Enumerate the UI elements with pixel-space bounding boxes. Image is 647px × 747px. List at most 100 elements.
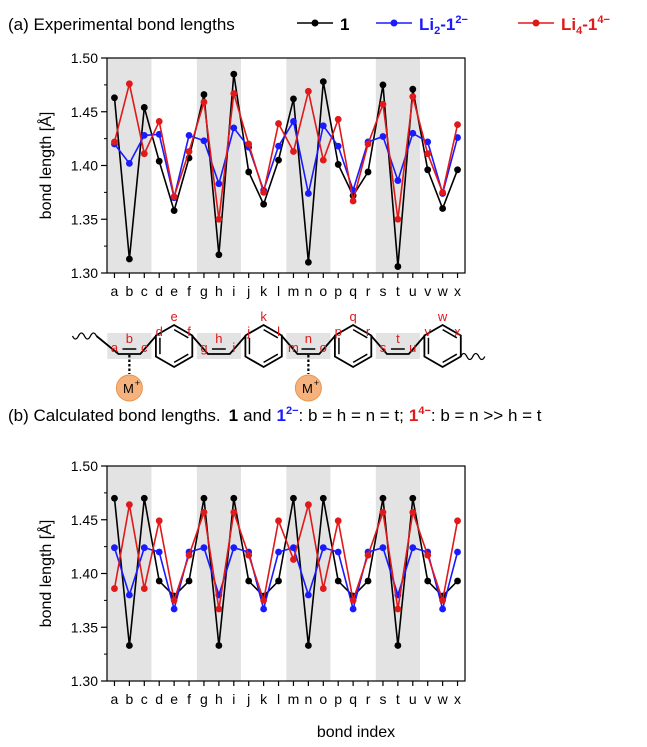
x-tick-label: x bbox=[454, 691, 461, 707]
data-point bbox=[290, 118, 297, 125]
benzene-ring bbox=[423, 323, 462, 369]
data-point bbox=[155, 118, 163, 125]
data-point bbox=[111, 585, 118, 592]
y-tick-label: 1.40 bbox=[71, 158, 98, 174]
data-point bbox=[125, 591, 133, 599]
ring-double-bond bbox=[352, 353, 368, 364]
bond-label-e: e bbox=[171, 309, 178, 324]
data-point bbox=[125, 642, 133, 649]
wavy-bond-end bbox=[460, 352, 486, 361]
x-tick-label: u bbox=[409, 691, 417, 707]
data-point bbox=[304, 190, 312, 197]
data-point bbox=[185, 551, 193, 559]
data-point bbox=[170, 193, 178, 201]
data-point bbox=[200, 508, 208, 516]
vinylene-chain bbox=[191, 335, 247, 355]
data-point bbox=[304, 501, 312, 509]
x-tick-label: v bbox=[424, 691, 431, 707]
x-tick-label: r bbox=[366, 691, 371, 707]
data-point bbox=[185, 132, 193, 139]
ring-double-bond bbox=[173, 353, 189, 364]
data-point bbox=[334, 115, 342, 123]
data-point bbox=[245, 577, 253, 585]
data-point bbox=[200, 137, 208, 145]
x-tick-label: i bbox=[232, 691, 235, 707]
y-tick-label: 1.30 bbox=[71, 673, 98, 689]
data-point bbox=[304, 642, 312, 649]
legend-item-1: 1 bbox=[297, 15, 349, 34]
data-point bbox=[290, 95, 297, 103]
data-point bbox=[334, 142, 342, 150]
data-point bbox=[454, 577, 461, 585]
data-point bbox=[319, 78, 327, 86]
data-point bbox=[125, 501, 133, 509]
data-point bbox=[290, 494, 297, 502]
x-tick-label: d bbox=[155, 283, 163, 299]
data-point bbox=[215, 215, 223, 223]
bond-label-q: q bbox=[350, 309, 357, 324]
panel-a-title: (a) Experimental bond lengths bbox=[8, 15, 235, 34]
legend-label-li4: Li4-14− bbox=[561, 14, 610, 37]
data-point bbox=[260, 200, 268, 208]
x-tick-label: m bbox=[288, 283, 300, 299]
cation-label: M bbox=[123, 381, 134, 396]
data-point bbox=[200, 98, 208, 106]
data-point bbox=[275, 142, 282, 150]
data-point bbox=[245, 168, 253, 176]
data-point bbox=[319, 122, 327, 130]
data-point bbox=[275, 156, 282, 164]
panel-a-chart: 1.30 1.35 1.40 1.45 1.50 a b c d e f g h i j k l m n o p q r s t… bbox=[36, 50, 466, 299]
legend-item-li4: Li4-14− bbox=[518, 14, 610, 37]
data-point bbox=[230, 70, 238, 78]
data-point bbox=[334, 161, 342, 168]
series-line bbox=[113, 73, 459, 267]
data-point bbox=[439, 605, 447, 613]
data-point bbox=[125, 255, 133, 263]
ring-double-bond bbox=[352, 328, 368, 339]
bond-label-h: h bbox=[215, 331, 222, 346]
x-tick-label: b bbox=[125, 283, 133, 299]
data-point bbox=[111, 94, 118, 102]
x-tick-label: t bbox=[396, 283, 400, 299]
x-tick-label: l bbox=[277, 283, 280, 299]
x-tick-label: h bbox=[215, 691, 223, 707]
bond-label-x: x bbox=[454, 324, 461, 339]
x-tick-label: p bbox=[334, 283, 342, 299]
x-tick-label: p bbox=[334, 691, 342, 707]
series-3 bbox=[111, 80, 461, 223]
cation-label: M bbox=[302, 381, 313, 396]
x-tick-label: i bbox=[232, 283, 235, 299]
x-tick-label: x bbox=[454, 283, 461, 299]
data-point bbox=[424, 150, 432, 158]
x-tick-label: v bbox=[424, 283, 431, 299]
data-point bbox=[439, 596, 447, 604]
data-point bbox=[155, 577, 163, 585]
ring-double-bond bbox=[263, 328, 279, 339]
y-tick-label: 1.35 bbox=[71, 211, 98, 227]
data-point bbox=[364, 577, 372, 585]
data-point bbox=[364, 140, 372, 148]
y-tick-label: 1.30 bbox=[71, 265, 98, 281]
data-point bbox=[275, 517, 282, 525]
ring-double-bond bbox=[442, 328, 458, 339]
y-axis-label: bond length [Å] bbox=[36, 112, 55, 220]
data-point bbox=[140, 585, 148, 592]
data-point bbox=[334, 548, 342, 556]
data-point bbox=[230, 544, 238, 552]
x-tick-label: s bbox=[379, 283, 386, 299]
data-point bbox=[334, 517, 342, 525]
x-tick-label: o bbox=[319, 691, 327, 707]
data-point bbox=[155, 548, 163, 556]
x-tick-label: o bbox=[319, 283, 327, 299]
data-point bbox=[275, 548, 282, 556]
bond-label-j: j bbox=[246, 324, 250, 339]
data-point bbox=[111, 138, 118, 146]
x-tick-label: g bbox=[200, 691, 208, 707]
data-point bbox=[215, 605, 223, 613]
x-tick-label: u bbox=[409, 283, 417, 299]
y-tick-label: 1.35 bbox=[71, 619, 98, 635]
bond-label-v: v bbox=[424, 324, 431, 339]
data-point bbox=[379, 100, 387, 108]
data-point bbox=[304, 258, 312, 266]
